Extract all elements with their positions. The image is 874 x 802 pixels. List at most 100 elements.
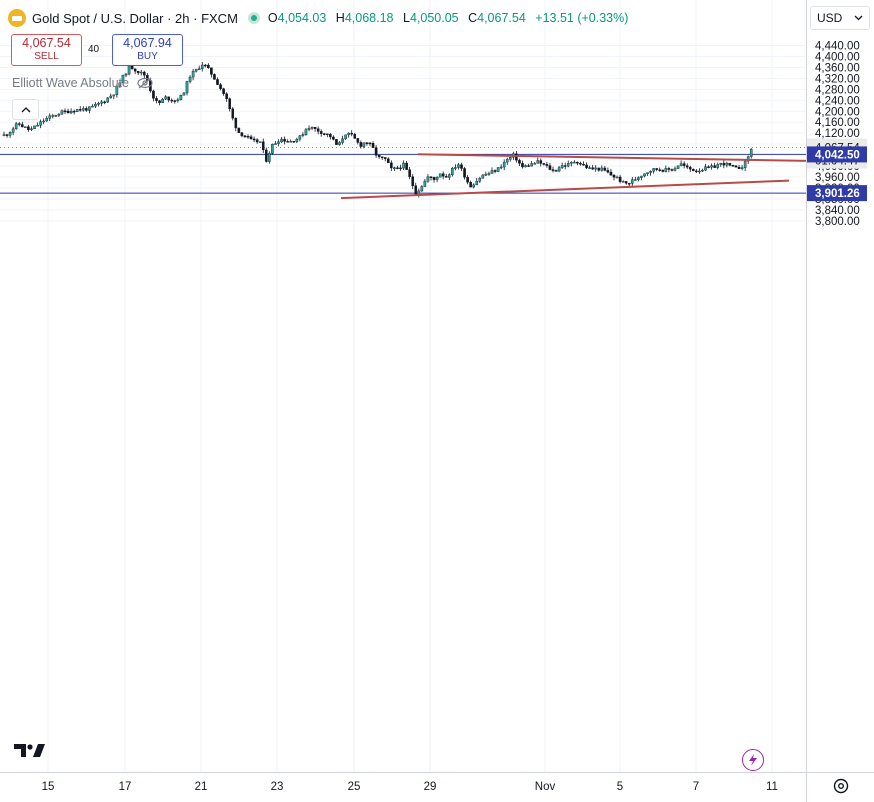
candle-body [548,165,552,170]
collapse-legend-button[interactable] [12,99,39,120]
candle-body [81,108,85,111]
candle-body [78,109,82,111]
candle [658,167,662,172]
candle-body [701,169,704,172]
candle-body [170,99,174,102]
candle [469,180,472,188]
candle-body [243,135,247,138]
candle [634,176,637,181]
candle [75,109,79,112]
candle [170,98,174,104]
candle-body [719,162,723,165]
candle-body [304,129,308,135]
candle-body [563,165,567,167]
candle [329,133,332,140]
indicator-legend[interactable]: Elliott Wave Absolute [12,76,153,90]
candle-body [640,175,643,178]
candle [570,161,573,167]
candle-body [298,135,302,140]
candle-body [383,157,387,160]
candle [42,118,45,125]
candle-body [335,139,338,145]
candle-body [670,169,674,171]
candle-body [533,163,536,165]
candle [225,92,228,102]
candle [606,167,610,174]
candle-body [746,156,750,162]
candle [301,132,305,138]
candle-body [557,167,561,172]
candle [582,161,585,166]
candle-body [704,166,707,171]
candle [347,132,350,138]
candle-body [661,169,665,172]
candle-body [573,161,576,164]
candle [548,162,552,171]
time-tick-label: 17 [119,781,132,793]
candle-body [438,173,442,178]
candle [268,151,271,164]
candle [701,168,704,173]
candle-body [597,167,601,171]
candle-body [39,121,42,126]
candle-body [695,170,698,173]
candle-body [42,120,45,123]
candle [316,126,320,135]
candle-body [240,132,244,137]
chevron-down-icon [854,15,863,21]
candle [85,106,88,112]
candle-body [45,118,48,122]
candle-body [612,175,616,178]
candle-body [426,176,430,182]
candle [502,159,506,171]
time-tick-label: 25 [348,781,361,793]
sell-price: 4,067.54 [22,36,71,50]
candle-body [414,185,418,195]
tradingview-logo-icon[interactable] [14,742,46,758]
time-tick-label: 23 [271,781,284,793]
chevron-up-icon [21,106,30,112]
candle [710,163,713,170]
candle [591,164,594,170]
buy-button[interactable]: 4,067.94 BUY [112,34,183,66]
symbol-title[interactable]: Gold Spot / U.S. Dollar · 2h · FXCM [32,10,238,26]
candle-body [637,177,640,180]
candle-body [27,126,30,130]
eye-hidden-icon[interactable] [137,77,153,89]
candle [420,185,424,193]
candle-body [188,76,192,82]
sell-button[interactable]: 4,067.54 SELL [11,34,82,66]
candle [393,166,396,172]
candle-body [121,74,125,83]
candle-body [435,177,439,180]
time-tick-label: 7 [693,781,699,793]
candle [255,138,259,144]
candle-body [286,141,289,143]
candle-body [682,163,686,166]
candle [536,157,540,164]
candle [670,168,674,172]
candle-body [127,65,131,75]
currency-select[interactable]: USD [810,6,870,30]
candle [292,141,296,143]
candle-body [527,165,530,167]
candle-body [545,164,549,166]
candle [36,122,39,127]
candle [97,101,100,107]
market-status-icon[interactable] [247,12,260,24]
candle-body [710,165,713,168]
candle [106,96,109,104]
candle [362,142,366,149]
candle-body [130,65,134,70]
chart-settings-icon[interactable] [832,777,850,795]
candle [8,131,12,138]
candle-body [94,103,97,107]
candle [219,82,222,91]
flash-icon[interactable] [742,749,764,771]
candle-body [344,134,347,140]
candle [152,89,155,102]
candle [280,136,283,143]
time-tick-label: 5 [617,781,623,793]
candle [713,162,716,168]
